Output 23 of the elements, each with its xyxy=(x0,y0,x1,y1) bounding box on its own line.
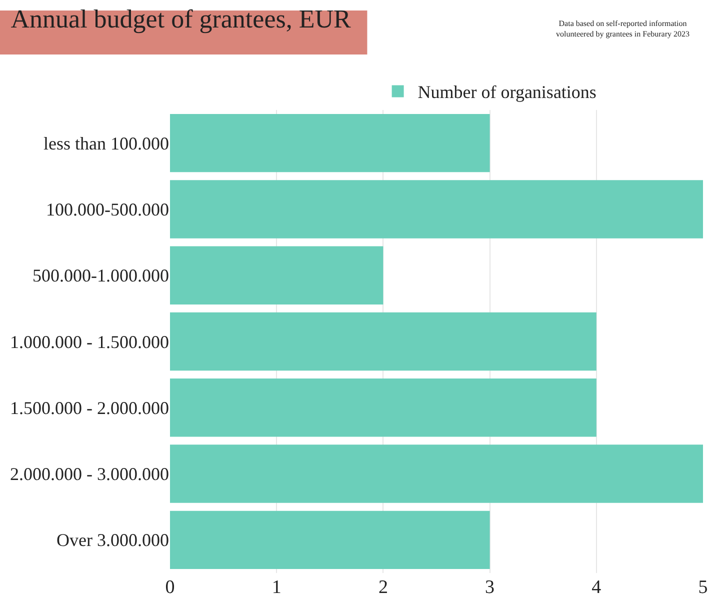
y-tick-label: Over 3.000.000 xyxy=(56,530,169,550)
y-tick-label: 1.000.000 - 1.500.000 xyxy=(10,332,169,352)
bar xyxy=(170,180,703,238)
y-tick-label: 1.500.000 - 2.000.000 xyxy=(10,398,169,418)
x-tick-label: 4 xyxy=(592,577,602,598)
bar xyxy=(170,444,703,503)
y-tick-label: 500.000-1.000.000 xyxy=(32,266,169,286)
bar xyxy=(170,246,384,304)
y-tick-label: 100.000-500.000 xyxy=(46,200,169,220)
bar xyxy=(170,312,596,371)
bar xyxy=(170,510,490,570)
x-tick-label: 2 xyxy=(378,577,388,598)
bar xyxy=(170,378,596,437)
y-tick-label: 2.000.000 - 3.000.000 xyxy=(10,464,169,484)
text: Data based on self-reported information volunteered by grantees in Feburary 2023 xyxy=(556,19,690,38)
x-tick-label: 3 xyxy=(485,577,495,598)
legend-label: Number of organisations xyxy=(418,82,596,102)
x-tick-label: 0 xyxy=(165,577,175,598)
chart-title: Annual budget of grantees, EUR xyxy=(10,4,352,34)
y-tick-label: less than 100.000 xyxy=(44,133,169,154)
x-tick-label: 5 xyxy=(698,577,708,598)
x-tick-label: 1 xyxy=(272,577,282,598)
bar xyxy=(170,114,490,172)
